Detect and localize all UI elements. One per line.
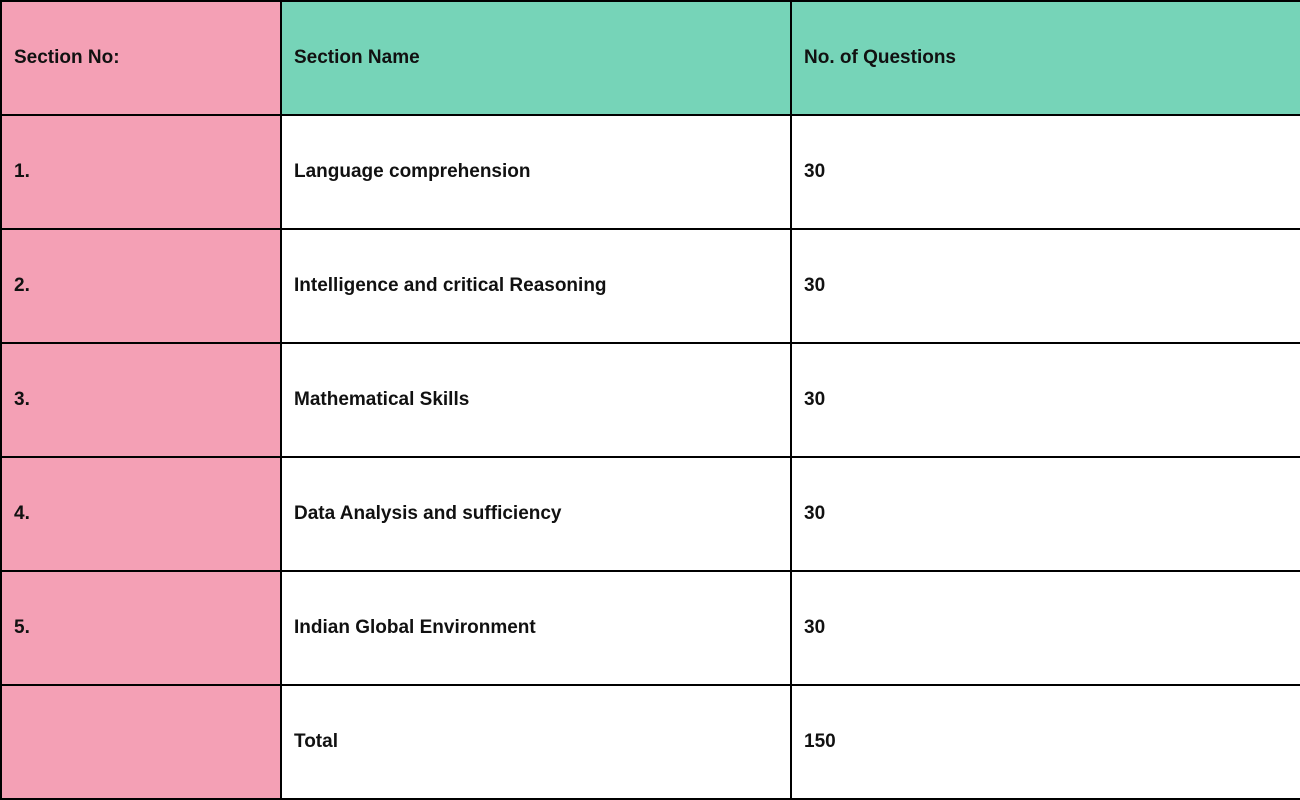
section-no-cell: 5. [0, 570, 282, 686]
section-name-cell: Mathematical Skills [280, 342, 792, 458]
section-name-cell: Language comprehension [280, 114, 792, 230]
table-row: 2. Intelligence and critical Reasoning 3… [0, 228, 1300, 344]
section-no-cell [0, 684, 282, 800]
header-no-of-questions: No. of Questions [790, 0, 1300, 116]
header-section-no: Section No: [0, 0, 282, 116]
table-row: 4. Data Analysis and sufficiency 30 [0, 456, 1300, 572]
table-header-row: Section No: Section Name No. of Question… [0, 0, 1300, 116]
table-row: 3. Mathematical Skills 30 [0, 342, 1300, 458]
section-no-cell: 4. [0, 456, 282, 572]
section-name-cell: Indian Global Environment [280, 570, 792, 686]
table-row: 5. Indian Global Environment 30 [0, 570, 1300, 686]
total-count-cell: 150 [790, 684, 1300, 800]
section-no-cell: 1. [0, 114, 282, 230]
question-count-cell: 30 [790, 228, 1300, 344]
section-no-cell: 3. [0, 342, 282, 458]
section-name-cell: Data Analysis and sufficiency [280, 456, 792, 572]
question-count-cell: 30 [790, 570, 1300, 686]
section-name-cell: Intelligence and critical Reasoning [280, 228, 792, 344]
question-count-cell: 30 [790, 456, 1300, 572]
question-count-cell: 30 [790, 342, 1300, 458]
table-row: 1. Language comprehension 30 [0, 114, 1300, 230]
question-count-cell: 30 [790, 114, 1300, 230]
total-label-cell: Total [280, 684, 792, 800]
total-row: Total 150 [0, 684, 1300, 800]
header-section-name: Section Name [280, 0, 792, 116]
section-no-cell: 2. [0, 228, 282, 344]
